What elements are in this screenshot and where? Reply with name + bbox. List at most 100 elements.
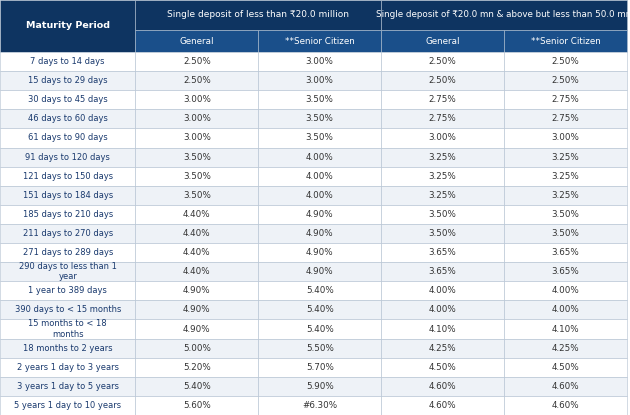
Text: 2.75%: 2.75% <box>428 115 457 123</box>
Bar <box>0 205 135 224</box>
Bar <box>0 300 135 320</box>
Bar <box>258 205 381 224</box>
Bar <box>258 186 381 205</box>
Text: 3.00%: 3.00% <box>183 134 211 142</box>
Bar <box>258 243 381 262</box>
Text: 4.60%: 4.60% <box>429 382 456 391</box>
Text: 5.50%: 5.50% <box>306 344 334 353</box>
Bar <box>258 300 381 320</box>
Text: 4.25%: 4.25% <box>552 344 579 353</box>
Bar <box>504 167 627 186</box>
Bar <box>258 320 381 339</box>
Bar <box>381 224 504 243</box>
Text: 390 days to < 15 months: 390 days to < 15 months <box>14 305 121 315</box>
Text: 4.90%: 4.90% <box>306 210 333 219</box>
Bar <box>381 52 504 71</box>
Text: 5.20%: 5.20% <box>183 363 211 372</box>
Text: 4.90%: 4.90% <box>183 305 210 315</box>
Bar <box>381 243 504 262</box>
Text: 4.40%: 4.40% <box>183 210 210 219</box>
Text: 121 days to 150 days: 121 days to 150 days <box>23 172 113 181</box>
Bar <box>504 205 627 224</box>
Bar <box>0 358 135 377</box>
Bar <box>504 281 627 300</box>
Text: 4.00%: 4.00% <box>306 191 334 200</box>
Bar <box>504 396 627 415</box>
Text: 3.00%: 3.00% <box>183 115 211 123</box>
Bar <box>135 396 258 415</box>
Bar <box>135 339 258 358</box>
Text: 4.60%: 4.60% <box>552 401 579 410</box>
Text: 3 years 1 day to 5 years: 3 years 1 day to 5 years <box>17 382 118 391</box>
Text: 5.40%: 5.40% <box>183 382 211 391</box>
Bar <box>135 52 258 71</box>
Text: 2 years 1 day to 3 years: 2 years 1 day to 3 years <box>17 363 118 372</box>
Bar <box>381 90 504 109</box>
Text: 61 days to 90 days: 61 days to 90 days <box>28 134 108 142</box>
Text: 7 days to 14 days: 7 days to 14 days <box>30 57 105 66</box>
Text: 3.50%: 3.50% <box>183 191 211 200</box>
Bar <box>381 300 504 320</box>
Bar <box>381 396 504 415</box>
Bar <box>0 71 135 90</box>
Bar <box>258 90 381 109</box>
Bar <box>135 243 258 262</box>
Bar <box>504 109 627 128</box>
Text: 2.75%: 2.75% <box>551 95 580 104</box>
Bar <box>504 52 627 71</box>
Bar <box>258 396 381 415</box>
Bar <box>135 377 258 396</box>
Bar <box>258 147 381 167</box>
Text: 18 months to 2 years: 18 months to 2 years <box>23 344 113 353</box>
Text: 3.50%: 3.50% <box>183 172 211 181</box>
Bar <box>381 262 504 281</box>
Bar <box>258 358 381 377</box>
Bar <box>504 377 627 396</box>
Bar <box>258 224 381 243</box>
Bar <box>381 377 504 396</box>
Bar <box>258 339 381 358</box>
Text: 46 days to 60 days: 46 days to 60 days <box>28 115 108 123</box>
Bar <box>135 358 258 377</box>
Bar <box>381 320 504 339</box>
Bar <box>504 30 627 52</box>
Text: General: General <box>180 37 214 46</box>
Bar <box>381 205 504 224</box>
Text: 3.00%: 3.00% <box>306 57 334 66</box>
Text: 3.25%: 3.25% <box>551 153 580 161</box>
Text: Single deposit of ₹20.0 mn & above but less than 50.0 mn: Single deposit of ₹20.0 mn & above but l… <box>376 10 630 20</box>
Bar <box>381 358 504 377</box>
Text: 4.90%: 4.90% <box>306 267 333 276</box>
Bar <box>135 320 258 339</box>
Text: 3.25%: 3.25% <box>428 153 457 161</box>
Bar <box>135 300 258 320</box>
Text: 15 days to 29 days: 15 days to 29 days <box>28 76 108 85</box>
Bar <box>135 90 258 109</box>
Bar <box>504 128 627 147</box>
Bar <box>0 281 135 300</box>
Text: 5.40%: 5.40% <box>306 305 334 315</box>
Text: 4.40%: 4.40% <box>183 267 210 276</box>
Text: Maturity Period: Maturity Period <box>26 22 110 30</box>
Bar <box>504 243 627 262</box>
Text: 4.60%: 4.60% <box>429 401 456 410</box>
Text: 3.00%: 3.00% <box>183 95 211 104</box>
Bar <box>258 109 381 128</box>
Text: 4.00%: 4.00% <box>428 305 457 315</box>
Text: 4.25%: 4.25% <box>429 344 456 353</box>
Text: 1 year to 389 days: 1 year to 389 days <box>28 286 107 295</box>
Text: 2.50%: 2.50% <box>428 76 457 85</box>
Bar <box>0 243 135 262</box>
Text: 2.50%: 2.50% <box>183 76 211 85</box>
Text: 185 days to 210 days: 185 days to 210 days <box>23 210 113 219</box>
Text: 3.50%: 3.50% <box>428 229 457 238</box>
Bar <box>381 147 504 167</box>
Bar <box>135 128 258 147</box>
Text: 15 months to < 18
months: 15 months to < 18 months <box>28 319 107 339</box>
Text: 2.50%: 2.50% <box>428 57 457 66</box>
Bar <box>504 300 627 320</box>
Bar <box>0 109 135 128</box>
Bar <box>504 339 627 358</box>
Text: 2.50%: 2.50% <box>183 57 211 66</box>
Text: 2.75%: 2.75% <box>428 95 457 104</box>
